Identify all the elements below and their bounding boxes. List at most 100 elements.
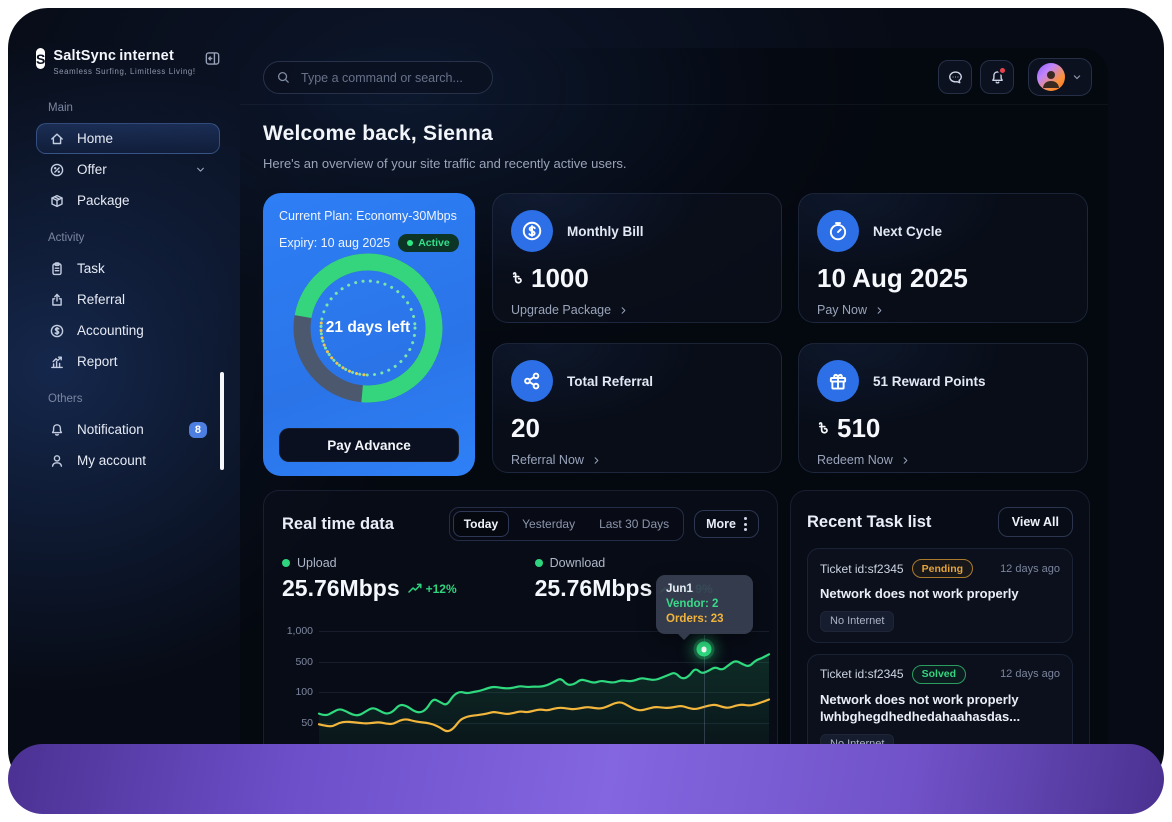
sidebar-item-offer[interactable]: Offer [36,154,220,185]
stat-link-pay-now[interactable]: Pay Now [817,303,1069,317]
chart-crosshair-line [703,635,705,784]
tasks-title: Recent Task list [807,512,932,531]
task-status-badge: Pending [911,559,974,578]
nav-section-label: Others [48,393,83,405]
days-left-label: 21 days left [325,319,411,336]
gift-icon [817,360,859,402]
package-icon [49,193,65,209]
report-icon [49,354,65,370]
search-icon [276,70,291,85]
status-dot [407,240,414,246]
stat-title: Total Referral [567,373,654,389]
stat-card-51-reward-points: 51 Reward Points 510 Redeem Now [798,343,1088,473]
chart-marker-dot [696,641,712,657]
stat-link-referral-now[interactable]: Referral Now [511,453,763,467]
sidebar-item-label: Offer [77,162,107,177]
ticket-id: Ticket id:sf2345 [820,667,904,682]
sidebar-collapse-icon[interactable] [204,48,221,68]
sidebar-item-home[interactable]: Home [36,123,220,154]
task-card[interactable]: Ticket id:sf2345 Pending 12 days ago Networ… [807,548,1073,643]
task-title: Network does not work properly [820,586,1019,601]
stat-card-monthly-bill: Monthly Bill 1000 Upgrade Package [492,193,782,323]
sidebar-item-label: My account [77,453,147,468]
stat-title: Monthly Bill [567,223,644,239]
search-field[interactable] [299,69,480,86]
sidebar-item-task[interactable]: Task [36,253,220,284]
stat-value: 20 [511,413,540,443]
tab-yesterday[interactable]: Yesterday [522,517,576,531]
sidebar-item-label: Home [77,131,114,146]
topbar [240,48,1108,105]
y-axis-tick-label: 50 [301,716,313,729]
sidebar-scrollbar[interactable] [220,372,224,470]
sidebar-item-notification[interactable]: Notification 8 [36,414,220,445]
chat-button[interactable] [938,60,972,94]
task-timestamp: 12 days ago [1000,562,1060,575]
legend-dot [282,559,290,567]
task-tag: No Internet [820,610,895,632]
chat-icon [947,69,964,86]
task-icon [49,261,65,277]
page-title: Welcome back, Sienna [263,122,494,145]
y-axis-tick-label: 1,000 [286,625,313,637]
sidebar-item-referral[interactable]: Referral [36,284,220,315]
user-menu[interactable] [1028,58,1092,96]
sidebar: S SaltSync internet Seamless Surfing, Lim… [8,8,240,790]
task-timestamp: 12 days ago [1000,668,1060,681]
legend-delta: +12% [407,582,457,596]
brand-header: S SaltSync internet Seamless Surfing, Lim… [36,48,220,76]
brand-name: SaltSync internet [53,48,174,64]
taka-symbol [817,420,830,437]
current-plan-label: Current Plan: Economy-30Mbps [279,209,457,223]
tooltip-line: Vendor: 2 [666,598,719,610]
main-panel: Welcome back, Sienna Here's an overview … [240,48,1108,790]
search-input[interactable] [263,61,493,94]
nav-section-label: Activity [48,232,85,244]
notification-icon [49,422,65,438]
chevron-right-icon [900,455,911,466]
stat-title: 51 Reward Points [873,373,986,389]
stats-grid: Monthly Bill 1000 Upgrade Package Next Cycl… [492,193,1088,473]
sidebar-item-label: Referral [77,292,126,307]
kebab-icon [744,517,747,531]
sidebar-item-accounting[interactable]: Accounting [36,315,220,346]
dollar-badge-icon [511,210,553,252]
taka-symbol [511,270,524,287]
y-axis-tick-label: 500 [295,655,313,668]
tab-today[interactable]: Today [452,511,510,537]
more-button[interactable]: More [694,510,759,538]
task-status-badge: Solved [911,664,967,684]
sidebar-item-package[interactable]: Package [36,185,220,216]
stat-link-upgrade-package[interactable]: Upgrade Package [511,303,763,317]
stat-card-next-cycle: Next Cycle 10 Aug 2025 Pay Now [798,193,1088,323]
sidebar-item-report[interactable]: Report [36,346,220,377]
stat-card-total-referral: Total Referral 20 Referral Now [492,343,782,473]
chevron-right-icon [591,455,602,466]
view-all-button[interactable]: View All [997,507,1073,537]
topbar-actions [938,58,1092,96]
sidebar-item-label: Accounting [77,323,144,338]
pay-advance-button[interactable]: Pay Advance [279,428,459,462]
chart-tooltip: Jun1 Vendor: 2 Orders: 23 [656,575,753,640]
referral-icon [49,292,65,308]
sidebar-item-my-account[interactable]: My account [36,445,220,476]
avatar [1037,63,1065,91]
sidebar-item-label: Package [77,193,130,208]
stat-link-redeem-now[interactable]: Redeem Now [817,453,1069,467]
sidebar-item-label: Report [77,354,118,369]
sidebar-nav: Main Home Offer Package Activity Task Referral… [36,96,220,476]
stat-title: Next Cycle [873,223,943,239]
task-title: Network does not work properly lwhbghegd… [820,691,1021,725]
notifications-button[interactable] [980,60,1014,94]
legend-value: 25.76Mbps [534,575,653,601]
stat-value: 510 [817,413,1069,444]
days-left-donut: 21 days left [293,253,443,403]
chevron-right-icon [874,305,885,316]
realtime-title: Real time data [282,514,394,533]
nav-section-label: Main [48,102,73,114]
plan-expiry-label: Expiry: 10 aug 2025 [279,236,391,250]
notification-count-badge: 8 [188,421,207,438]
sidebar-item-label: Task [77,261,105,276]
tab-last-30-days[interactable]: Last 30 Days [599,517,670,531]
